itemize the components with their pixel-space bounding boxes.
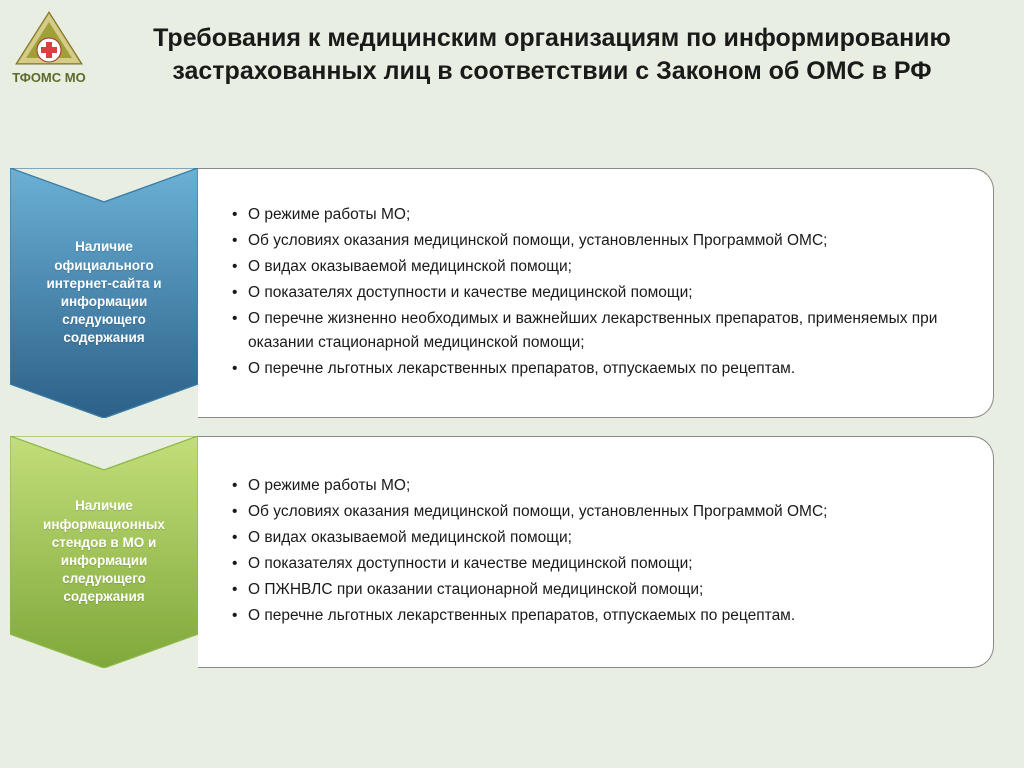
bullet-list: О режиме работы МО;Об условиях оказания …	[232, 203, 965, 383]
bullet-item: О режиме работы МО;	[232, 203, 965, 227]
bullet-item: О режиме работы МО;	[232, 474, 965, 498]
bullet-box: О режиме работы МО;Об условиях оказания …	[198, 168, 994, 418]
bullet-list: О режиме работы МО;Об условиях оказания …	[232, 474, 965, 630]
bullet-item: Об условиях оказания медицинской помощи,…	[232, 229, 965, 253]
bullet-item: Об условиях оказания медицинской помощи,…	[232, 500, 965, 524]
bullet-item: О показателях доступности и качестве мед…	[232, 281, 965, 305]
bullet-item: О перечне льготных лекарственных препара…	[232, 604, 965, 628]
bullet-item: О показателях доступности и качестве мед…	[232, 552, 965, 576]
bullet-item: О ПЖНВЛС при оказании стационарной медиц…	[232, 578, 965, 602]
chevron-label: Наличие официального интернет-сайта и ин…	[10, 238, 198, 347]
svg-text:ТФОМС МО: ТФОМС МО	[12, 70, 85, 85]
chevron-label: Наличие информационных стендов в МО и ин…	[10, 497, 198, 606]
chevron: Наличие официального интернет-сайта и ин…	[10, 168, 198, 418]
page-title: Требования к медицинским организациям по…	[120, 22, 984, 87]
bullet-item: О видах оказываемой медицинской помощи;	[232, 526, 965, 550]
chevron: Наличие информационных стендов в МО и ин…	[10, 436, 198, 668]
logo: ТФОМС МО	[8, 8, 90, 90]
sections-container: Наличие официального интернет-сайта и ин…	[10, 168, 994, 686]
bullet-item: О видах оказываемой медицинской помощи;	[232, 255, 965, 279]
section-row: Наличие информационных стендов в МО и ин…	[10, 436, 994, 668]
bullet-item: О перечне льготных лекарственных препара…	[232, 357, 965, 381]
section-row: Наличие официального интернет-сайта и ин…	[10, 168, 994, 418]
bullet-item: О перечне жизненно необходимых и важнейш…	[232, 307, 965, 355]
bullet-box: О режиме работы МО;Об условиях оказания …	[198, 436, 994, 668]
